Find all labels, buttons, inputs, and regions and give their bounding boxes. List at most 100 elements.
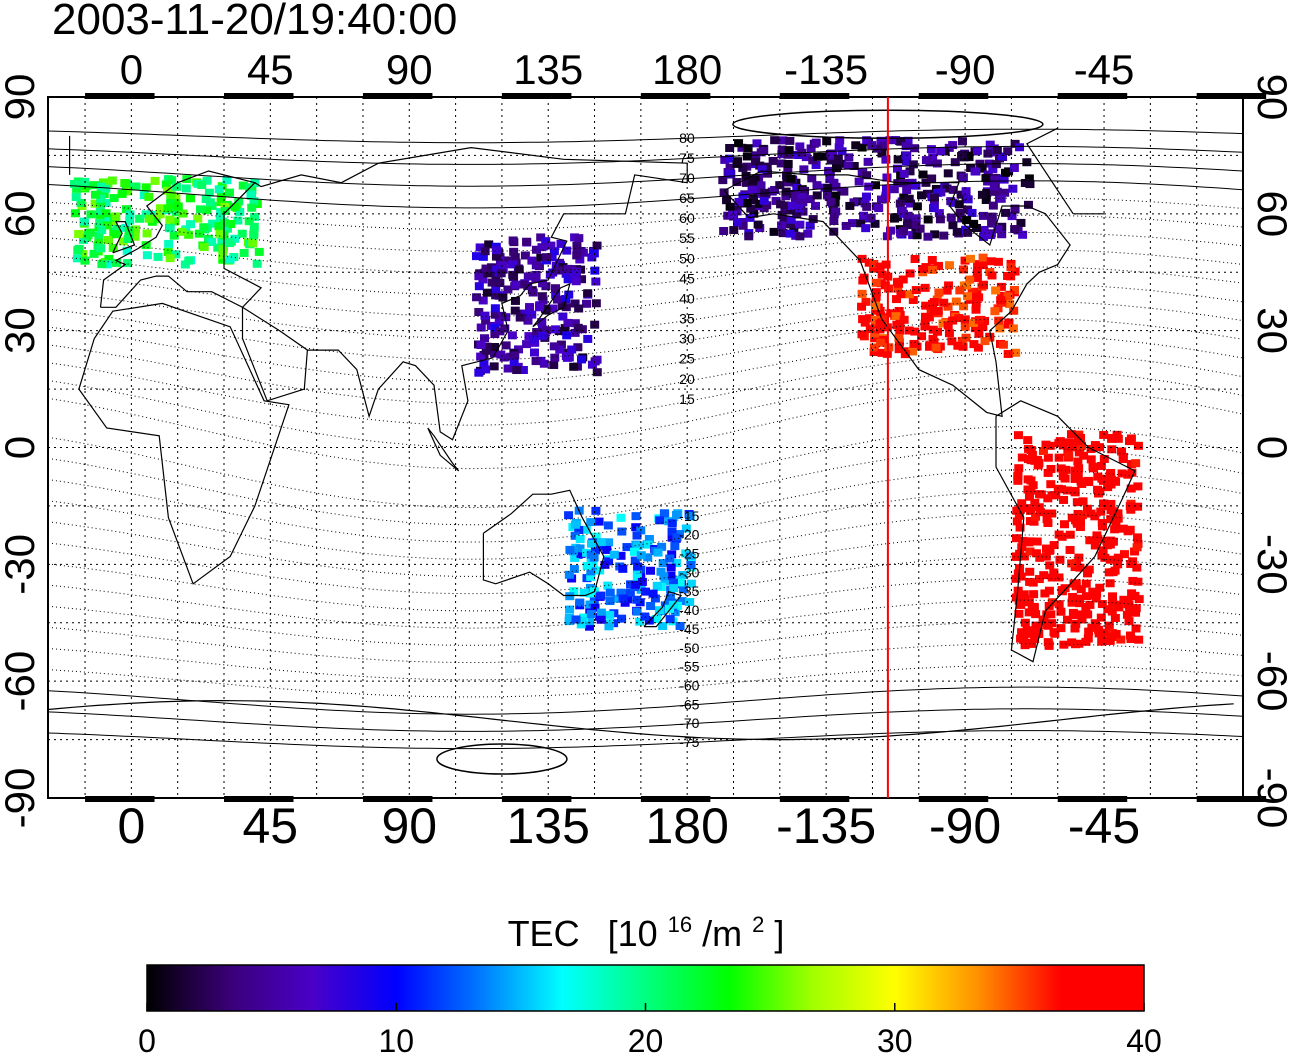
left-lat-label: 30 <box>0 307 43 354</box>
tec-pixel <box>972 287 982 296</box>
tec-pixel <box>824 166 834 175</box>
mag-lat-contour <box>48 180 1243 209</box>
tec-pixel <box>905 269 915 278</box>
mag-lat-contour <box>48 643 1243 681</box>
tec-pixel <box>1093 489 1103 498</box>
tec-pixel <box>808 215 818 224</box>
tec-pixel <box>769 227 779 236</box>
tec-pixel <box>111 212 121 221</box>
tec-pixel <box>1077 511 1087 520</box>
tec-pixel <box>1009 306 1019 315</box>
tec-pixel <box>857 289 867 298</box>
tec-pixel <box>596 608 606 617</box>
tec-pixel <box>1066 430 1076 439</box>
mag-lat-contour <box>48 369 1243 448</box>
tec-pixel <box>118 237 128 246</box>
tec-pixel <box>779 215 789 224</box>
tec-pixel <box>586 567 596 576</box>
tec-pixel <box>1003 147 1013 156</box>
tec-pixel <box>1096 613 1106 622</box>
tec-pixel <box>948 141 958 150</box>
tec-pixel <box>1010 204 1020 213</box>
tec-pixel <box>872 144 882 153</box>
tec-pixel <box>1049 568 1059 577</box>
tec-pixel <box>573 323 583 332</box>
tec-pixel <box>95 219 105 228</box>
tec-pixel <box>977 164 987 173</box>
tec-pixel <box>550 284 560 293</box>
tec-pixel <box>1003 320 1013 329</box>
tec-pixel <box>845 201 855 210</box>
tec-pixel <box>978 211 988 220</box>
tec-pixel <box>1109 507 1119 516</box>
tec-pixel <box>785 136 795 145</box>
tec-pixel <box>725 202 735 211</box>
tec-pixel <box>881 184 891 193</box>
tec-pixel <box>1039 571 1049 580</box>
tec-pixel <box>103 235 113 244</box>
tec-pixel <box>239 248 249 257</box>
tec-pixel <box>920 312 930 321</box>
tec-pixel <box>928 334 938 343</box>
tec-pixel <box>492 246 502 255</box>
left-lat-label: -60 <box>0 651 43 712</box>
tec-pixel <box>829 227 839 236</box>
tec-pixel <box>563 318 573 327</box>
tec-pixel <box>527 256 537 265</box>
tec-pixel <box>581 525 591 534</box>
mag-lat-contour <box>48 447 1243 526</box>
tec-pixel <box>609 550 619 559</box>
tec-pixel <box>131 182 141 191</box>
top-lon-label: 90 <box>386 46 433 93</box>
tec-pixel <box>738 163 748 172</box>
mag-lat-label: -75 <box>679 734 699 750</box>
mag-lat-contour <box>48 599 1243 646</box>
tec-pixel <box>894 345 904 354</box>
tec-pixel <box>636 551 646 560</box>
timestamp-title: 2003-11-20/19:40:00 <box>52 0 457 44</box>
tec-pixel <box>1054 439 1064 448</box>
tec-pixel <box>1009 285 1019 294</box>
tec-pixel <box>918 265 928 274</box>
tec-pixel <box>646 602 656 611</box>
tec-pixel <box>1067 638 1077 647</box>
tec-pixel <box>871 301 881 310</box>
tec-pixel <box>570 553 580 562</box>
tec-pixel <box>738 192 748 201</box>
tec-pixel <box>1110 613 1120 622</box>
right-lat-label: -90 <box>1249 768 1292 829</box>
tec-pixel <box>1132 543 1142 552</box>
tec-pixel <box>910 327 920 336</box>
tec-pixel <box>558 312 568 321</box>
tec-pixel <box>1076 585 1086 594</box>
tec-pixel <box>1060 520 1070 529</box>
tec-pixel <box>822 137 832 146</box>
tec-pixel <box>889 185 899 194</box>
tec-pixel <box>552 295 562 304</box>
tec-pixel <box>1016 600 1026 609</box>
tec-pixel <box>1074 464 1084 473</box>
tec-pixel <box>955 208 965 217</box>
tec-pixel <box>824 192 834 201</box>
tec-pixel <box>1046 464 1056 473</box>
tec-pixel <box>655 516 665 525</box>
tec-pixel <box>1130 547 1140 556</box>
tec-pixel <box>629 547 639 556</box>
tec-pixel <box>1029 590 1039 599</box>
tec-pixel <box>978 253 988 262</box>
tec-pixel <box>1005 300 1015 309</box>
tec-pixel <box>734 139 744 148</box>
tec-pixel <box>199 223 209 232</box>
tec-pixel <box>891 312 901 321</box>
tec-pixel <box>172 182 182 191</box>
tec-pixel <box>789 225 799 234</box>
tec-pixel <box>881 191 891 200</box>
top-lon-label: -45 <box>1074 46 1135 93</box>
frame-tick-bar <box>1196 796 1267 802</box>
tec-pixel <box>659 509 669 518</box>
tec-pixel <box>586 572 596 581</box>
bottom-lon-label: -90 <box>929 798 1001 854</box>
tec-pixel <box>871 306 881 315</box>
tec-pixel <box>205 198 215 207</box>
tec-pixel <box>653 548 663 557</box>
